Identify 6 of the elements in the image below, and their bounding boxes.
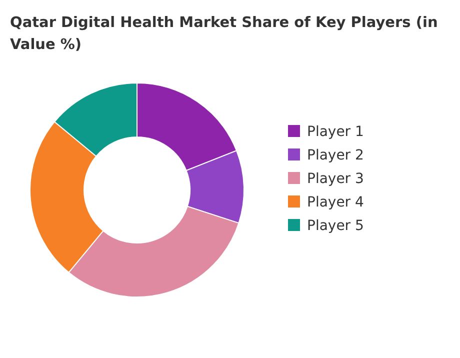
legend-label: Player 1 xyxy=(307,124,364,140)
legend-label: Player 3 xyxy=(307,171,364,187)
legend-label: Player 4 xyxy=(307,194,364,210)
chart-title: Qatar Digital Health Market Share of Key Players (in Value %) xyxy=(10,15,438,53)
legend-label: Player 5 xyxy=(307,218,364,234)
legend-label: Player 2 xyxy=(307,148,364,164)
